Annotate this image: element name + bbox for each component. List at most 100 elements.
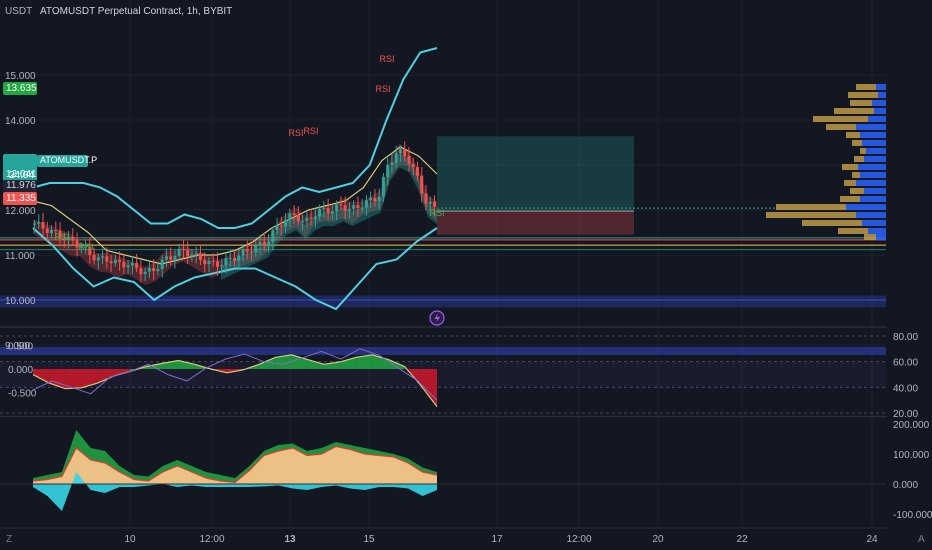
candle-body-30 (160, 259, 164, 270)
candle-body-65 (309, 217, 313, 219)
bollinger-lower (32, 227, 438, 311)
right-axis-background (887, 0, 932, 550)
lightning-icon[interactable] (429, 310, 445, 326)
candle-body-38 (194, 253, 198, 255)
vp-bar-blue-10 (858, 164, 886, 170)
vp-bar-blue-4 (868, 116, 886, 122)
vp-bar-blue-2 (872, 100, 886, 106)
badge-stop-loss: 11.335 (3, 192, 37, 205)
candle-body-63 (301, 220, 305, 222)
candle-body-47 (233, 258, 236, 261)
candle-body-61 (292, 213, 296, 216)
symbol-title: ATOMUSDT Perpetual Contract, 1h, BYBIT (40, 6, 232, 17)
osc-area-22 (372, 354, 389, 369)
time-tick-4: 17 (491, 534, 503, 545)
vp-bar-gold-4 (813, 116, 868, 122)
flow-tick-0: 200.000 (893, 420, 930, 431)
vp-bar-gold-17 (802, 220, 862, 226)
osc-signal-line (32, 354, 438, 407)
time-tick-3: 15 (363, 534, 375, 545)
vp-bar-blue-11 (860, 172, 886, 178)
vp-bar-gold-2 (850, 100, 872, 106)
candle-body-17 (105, 256, 109, 262)
candle-body-36 (186, 249, 190, 257)
volume-profile (766, 84, 886, 240)
candle-body-72 (339, 204, 343, 206)
badge-countdown-text: 24:04 (9, 170, 34, 181)
candle-body-48 (237, 255, 241, 261)
candles (33, 141, 436, 283)
candle-body-13 (88, 246, 92, 255)
badge-entry-bg (3, 180, 37, 192)
vp-bar-blue-14 (860, 196, 886, 202)
vp-bar-blue-12 (856, 180, 886, 186)
flow-line (32, 445, 438, 484)
settings-icon[interactable]: Z (6, 534, 12, 545)
signal-label-5: RSI (375, 84, 390, 94)
osc-area-4 (81, 369, 98, 388)
osc-area-10 (178, 360, 195, 369)
osc-area-15 (259, 357, 276, 369)
candle-body-4 (50, 229, 54, 234)
badge-symbol-bg (37, 155, 88, 167)
candle-body-57 (275, 225, 279, 231)
time-tick-0: 10 (124, 534, 136, 545)
osc-area-5 (97, 369, 114, 384)
badge-take-profit: 13.635 (3, 82, 37, 95)
osc-tick-0: 0.500 (8, 342, 33, 353)
vp-bar-blue-16 (856, 212, 886, 218)
osc-area-18 (307, 359, 324, 369)
candle-body-70 (330, 211, 334, 214)
candle-body-67 (318, 208, 322, 217)
candle-body-93 (428, 201, 432, 204)
candle-body-18 (109, 261, 113, 264)
candle-body-16 (101, 256, 105, 258)
candle-body-20 (118, 259, 122, 263)
vp-bar-gold-10 (842, 164, 858, 170)
candle-body-68 (322, 207, 326, 209)
osc-area-1 (33, 369, 50, 384)
vp-bar-blue-6 (860, 132, 886, 138)
badge-symbol: ATOMUSDT.P (37, 155, 97, 167)
candle-body-69 (326, 207, 330, 214)
time-tick-8: 24 (866, 534, 878, 545)
candle-body-14 (92, 254, 96, 261)
vp-bar-blue-13 (864, 188, 886, 194)
candle-body-27 (147, 268, 151, 272)
candle-body-28 (152, 268, 156, 272)
time-tick-6: 20 (652, 534, 664, 545)
signal-label-0: RSI (54, 232, 69, 242)
candle-body-0 (33, 223, 36, 225)
badge-last-price-bg (3, 154, 37, 181)
candle-body-24 (135, 262, 139, 269)
candle-body-91 (420, 175, 424, 194)
candle-body-21 (122, 262, 126, 268)
currency-label: USDT (5, 6, 32, 17)
candle-body-89 (411, 163, 415, 168)
candle-body-23 (130, 262, 134, 266)
candle-body-58 (279, 225, 283, 227)
candle-body-53 (258, 241, 262, 246)
candle-body-9 (71, 236, 75, 241)
vp-bar-blue-3 (874, 108, 886, 114)
candle-body-88 (407, 155, 411, 164)
candle-body-41 (207, 260, 211, 265)
candle-body-52 (254, 245, 258, 253)
candle-body-1 (37, 221, 41, 224)
candle-body-62 (296, 215, 300, 222)
lightning-icon-bolt (434, 313, 440, 323)
vp-bar-gold-1 (848, 92, 878, 98)
auto-scale-button[interactable]: A (918, 534, 925, 545)
badge-last-price: 12.041 (3, 154, 37, 181)
time-tick-2: 13 (284, 534, 296, 545)
price-tick-5: 10.000 (5, 296, 36, 307)
badge-stop-loss-text: 11.335 (6, 193, 36, 204)
candle-body-32 (169, 256, 173, 260)
signal-label-3: RSI (303, 126, 318, 136)
price-tick-3: 12.000 (5, 206, 36, 217)
candle-body-78 (364, 200, 368, 208)
flow-tick-2: 0.000 (893, 480, 918, 491)
badge-symbol-text: ATOMUSDT.P (40, 155, 97, 165)
candle-body-49 (241, 249, 245, 256)
